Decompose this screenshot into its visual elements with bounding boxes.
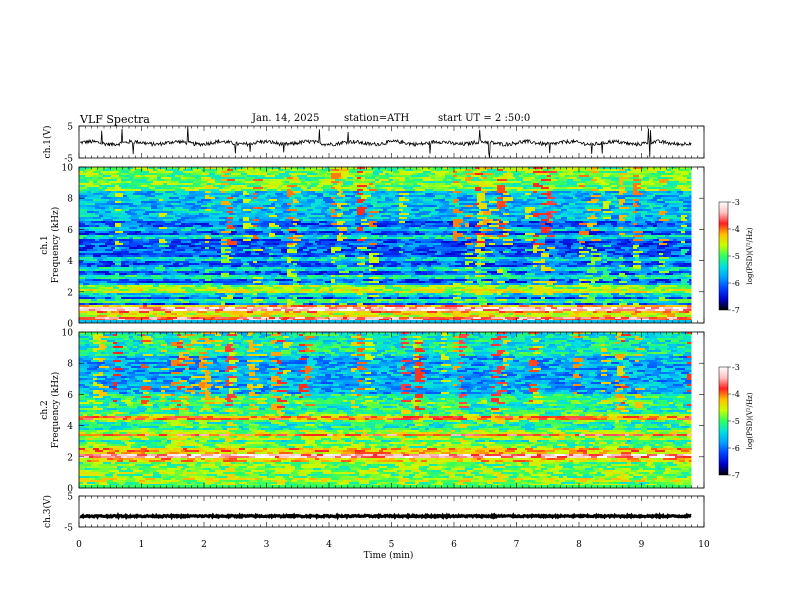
x-tick-label: 6 xyxy=(451,540,457,550)
ch1-spectrogram-colorbar xyxy=(718,201,729,311)
x-tick-label: 9 xyxy=(639,540,645,550)
ch1-spectrogram-ylabel: ch.1 xyxy=(40,235,50,254)
ch1-waveform-ytick-label: -5 xyxy=(64,155,73,165)
x-tick-label: 8 xyxy=(576,540,582,550)
ch1-waveform-ytick-label: 5 xyxy=(67,123,73,133)
ch1-spectrogram-colorbar-tick: -4 xyxy=(732,225,740,234)
ch1-waveform-trace xyxy=(79,126,692,158)
ch2-spectrogram-colorbar-tick: -7 xyxy=(732,471,740,480)
ch1-spectrogram-ytick-label: 2 xyxy=(67,288,73,298)
ch2-spectrogram-ytick-label: 8 xyxy=(67,360,73,370)
x-tick-label: 2 xyxy=(201,540,207,550)
ch2-spectrogram-colorbar xyxy=(718,366,729,476)
ch3-waveform-trace xyxy=(79,512,692,521)
ch1-spectrogram-ytick-label: 0 xyxy=(67,320,73,330)
ch2-spectrogram-ytick-label: 10 xyxy=(62,329,74,339)
ch1-spectrogram-colorbar-tick: -5 xyxy=(732,252,740,261)
x-tick-label: 7 xyxy=(514,540,520,550)
ch2-spectrogram-colorbar-label: log(PSD)(V²/Hz) xyxy=(746,392,754,449)
ch1-spectrogram-ytick-label: 8 xyxy=(67,195,73,205)
ch2-spectrogram-colorbar-tick: -3 xyxy=(732,363,740,372)
ch1-spectrogram-ytick-label: 6 xyxy=(67,226,73,236)
ch2-spectrogram-colorbar-tick: -5 xyxy=(732,417,740,426)
ch2-spectrogram-pixels xyxy=(79,332,692,489)
ch1-spectrogram-colorbar-tick: -3 xyxy=(732,198,740,207)
x-tick-label: 1 xyxy=(139,540,145,550)
ch1-spectrogram-ytick-label: 4 xyxy=(67,257,73,267)
ch2-spectrogram-colorbar-tick: -6 xyxy=(732,444,740,453)
ch2-spectrogram-ytick-label: 2 xyxy=(67,453,73,463)
ch1-spectrogram-colorbar-tick: -6 xyxy=(732,279,740,288)
ch1-spectrogram-colorbar-tick: -7 xyxy=(732,306,740,315)
x-tick-label: 4 xyxy=(326,540,332,550)
ch1-spectrogram-ytick-label: 10 xyxy=(62,164,74,174)
ch1-waveform-ylabel: ch.1(V) xyxy=(42,126,53,159)
ch2-spectrogram-ytick-label: 4 xyxy=(67,422,73,432)
station-label: station=ATH xyxy=(344,113,410,124)
ch1-spectrogram-ylabel-units: Frequency (kHz) xyxy=(50,207,61,284)
x-axis-label: Time (min) xyxy=(364,550,414,561)
ch2-spectrogram-ylabel-units: Frequency (kHz) xyxy=(50,372,61,449)
ch3-waveform-ylabel: ch.3(V) xyxy=(42,495,53,528)
x-tick-label: 10 xyxy=(698,540,710,550)
ch2-spectrogram-ylabel: ch.2 xyxy=(40,400,50,419)
x-tick-label: 5 xyxy=(389,540,395,550)
ch2-spectrogram-ytick-label: 6 xyxy=(67,391,73,401)
ch2-spectrogram-ytick-label: 0 xyxy=(67,485,73,495)
ch2-spectrogram-colorbar-tick: -4 xyxy=(732,390,740,399)
ch1-spectrogram-colorbar-label: log(PSD)(V²/Hz) xyxy=(746,227,754,284)
ch3-waveform-ytick-label: 5 xyxy=(67,493,73,503)
ch1-spectrogram-pixels xyxy=(79,167,692,324)
start-time-label: start UT = 2 :50:0 xyxy=(438,113,531,124)
x-tick-label: 0 xyxy=(76,540,82,550)
date-label: Jan. 14, 2025 xyxy=(252,113,320,124)
chart-title: VLF Spectra xyxy=(80,113,150,126)
ch3-waveform-ytick-label: -5 xyxy=(64,524,73,534)
x-tick-label: 3 xyxy=(264,540,270,550)
